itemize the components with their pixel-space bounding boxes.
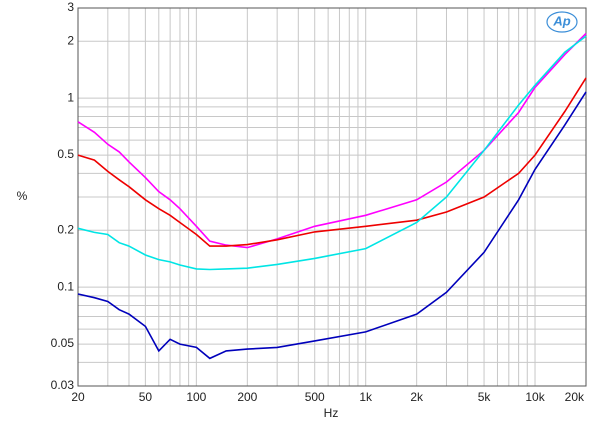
x-tick-label: 200 <box>237 390 257 404</box>
logo: Ap <box>552 13 570 28</box>
x-tick-label: 10k <box>525 390 545 404</box>
x-tick-label: 500 <box>305 390 325 404</box>
y-tick-label: 0.1 <box>57 279 74 293</box>
x-tick-label: 20 <box>71 390 85 404</box>
x-tick-label: 1k <box>359 390 373 404</box>
x-tick-label: 50 <box>139 390 153 404</box>
plot-frame <box>77 7 587 387</box>
x-tick-label: 20k <box>565 390 585 404</box>
x-tick-label: 2k <box>410 390 424 404</box>
series-line <box>77 91 587 360</box>
y-tick-label: 0.05 <box>51 336 75 350</box>
x-tick-label: 5k <box>478 390 492 404</box>
series-line <box>77 77 587 247</box>
y-tick-label: 1 <box>67 90 74 104</box>
y-tick-label: 2 <box>67 33 74 47</box>
x-axis-label: Hz <box>324 406 339 420</box>
y-tick-label: 0.2 <box>57 222 74 236</box>
x-tick-label: 100 <box>186 390 206 404</box>
y-axis-label: % <box>17 189 28 203</box>
y-tick-label: 3 <box>67 0 74 14</box>
series-line <box>77 32 587 249</box>
y-tick-label: 0.03 <box>51 378 75 392</box>
y-tick-label: 0.5 <box>57 147 74 161</box>
series-line <box>77 35 587 271</box>
logo-ring <box>546 11 578 33</box>
